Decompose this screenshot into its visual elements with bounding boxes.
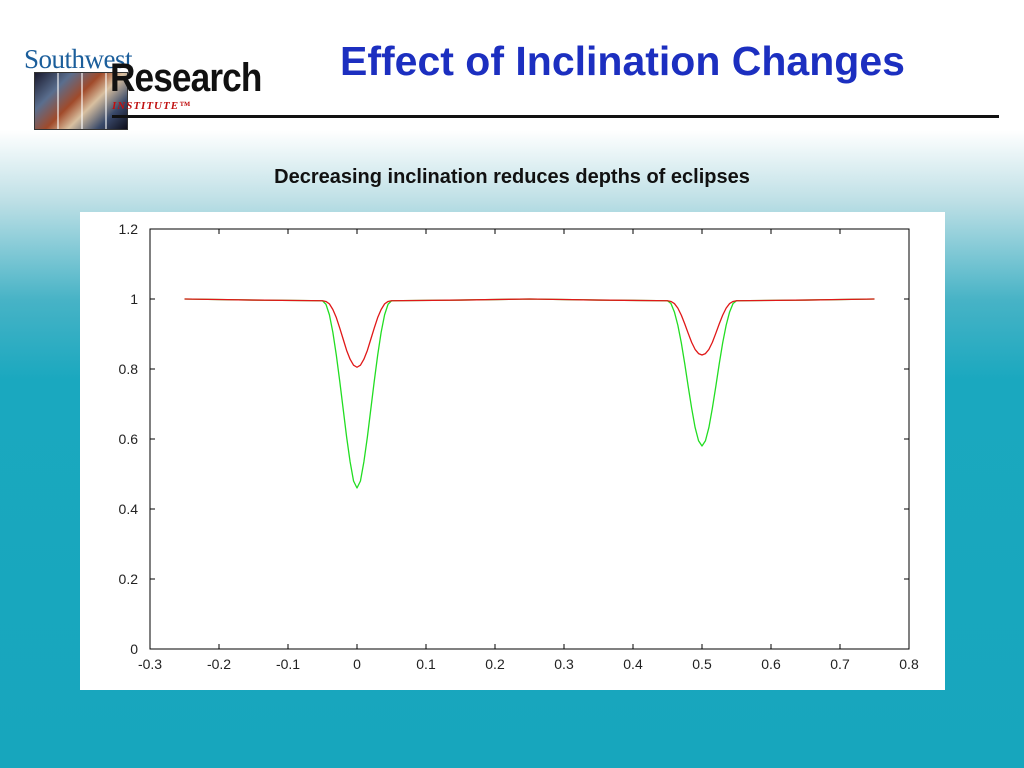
light-curve-chart: -0.3 -0.2 -0.1 0 0.1 0.2 0.3 0.4 0.5 0.6 0.7 0.8 0 0.… <box>119 221 919 672</box>
y-tick-label: 0 <box>130 641 138 657</box>
x-tick-label: 0 <box>353 656 361 672</box>
series-line-green <box>184 298 875 489</box>
y-tick-label: 1.2 <box>119 221 139 237</box>
x-tick-label: 0.7 <box>830 656 850 672</box>
x-tick-label: -0.2 <box>207 656 231 672</box>
x-tick-label: 0.4 <box>623 656 643 672</box>
logo-institute-text: INSTITUTE™ <box>112 100 192 112</box>
y-tick-label: 1 <box>130 291 138 307</box>
title-divider <box>112 115 999 118</box>
y-tick-label: 0.4 <box>119 501 139 517</box>
x-tick-label: 0.5 <box>692 656 712 672</box>
slide-title: Effect of Inclination Changes <box>340 38 905 84</box>
y-tick-label: 0.6 <box>119 431 139 447</box>
chart-panel: -0.3 -0.2 -0.1 0 0.1 0.2 0.3 0.4 0.5 0.6 0.7 0.8 0 0.… <box>80 212 945 690</box>
x-tick-label: 0.6 <box>761 656 781 672</box>
x-tick-label: 0.2 <box>485 656 505 672</box>
y-tick-label: 0.2 <box>119 571 139 587</box>
series-line-red <box>184 298 875 368</box>
logo-photo-strip-icon <box>34 72 128 130</box>
x-tick-label: -0.1 <box>276 656 300 672</box>
x-tick-label: 0.8 <box>899 656 919 672</box>
logo-southwest-text: Southwest <box>24 44 133 74</box>
x-tick-label: -0.3 <box>138 656 162 672</box>
sw-research-logo: Southwest Research INSTITUTE™ <box>24 42 284 130</box>
logo-research-text: Research <box>110 56 262 100</box>
plot-frame <box>149 228 910 650</box>
x-tick-label: 0.1 <box>416 656 436 672</box>
y-tick-label: 0.8 <box>119 361 139 377</box>
slide-subtitle: Decreasing inclination reduces depths of… <box>274 166 750 188</box>
x-tick-label: 0.3 <box>554 656 574 672</box>
